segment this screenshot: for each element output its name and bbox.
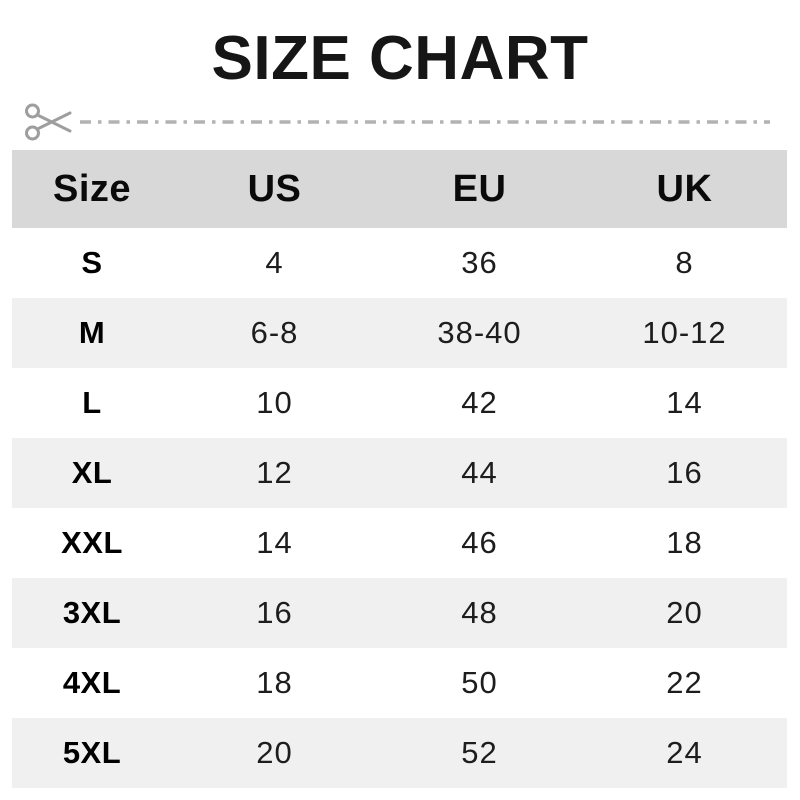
table-row-4xl: 4XL 18 50 22 bbox=[12, 648, 787, 718]
column-header-us: US bbox=[247, 167, 302, 210]
cut-line bbox=[24, 100, 770, 144]
eu-value-cell: 44 bbox=[461, 455, 498, 490]
us-value-cell: 14 bbox=[256, 525, 293, 560]
eu-value-cell: 36 bbox=[461, 245, 498, 280]
table-row-xl: XL 12 44 16 bbox=[12, 438, 787, 508]
uk-value-cell: 10-12 bbox=[642, 315, 727, 350]
us-value-cell: 18 bbox=[256, 665, 293, 700]
eu-value-cell: 50 bbox=[461, 665, 498, 700]
table-row-5xl: 5XL 20 52 24 bbox=[12, 718, 787, 788]
size-label-cell: XL bbox=[71, 455, 113, 490]
us-value-cell: 12 bbox=[256, 455, 293, 490]
size-label-cell: 5XL bbox=[62, 735, 122, 770]
us-value-cell: 4 bbox=[265, 245, 284, 280]
eu-value-cell: 48 bbox=[461, 595, 498, 630]
uk-value-cell: 8 bbox=[675, 245, 694, 280]
size-label-cell: XXL bbox=[61, 525, 123, 560]
size-label-cell: M bbox=[78, 315, 106, 350]
uk-value-cell: 14 bbox=[666, 385, 703, 420]
uk-value-cell: 24 bbox=[666, 735, 703, 770]
us-value-cell: 16 bbox=[256, 595, 293, 630]
eu-value-cell: 42 bbox=[461, 385, 498, 420]
uk-value-cell: 22 bbox=[666, 665, 703, 700]
table-row-3xl: 3XL 16 48 20 bbox=[12, 578, 787, 648]
table-header-row: Size US EU UK bbox=[12, 150, 787, 228]
eu-value-cell: 38-40 bbox=[437, 315, 522, 350]
table-row-l: L 10 42 14 bbox=[12, 368, 787, 438]
uk-value-cell: 16 bbox=[666, 455, 703, 490]
scissors-icon bbox=[25, 103, 72, 141]
size-label-cell: 4XL bbox=[62, 665, 122, 700]
table-row-s: S 4 36 8 bbox=[12, 228, 787, 298]
column-header-uk: UK bbox=[656, 167, 713, 210]
uk-value-cell: 18 bbox=[666, 525, 703, 560]
table-row-m: M 6-8 38-40 10-12 bbox=[12, 298, 787, 368]
us-value-cell: 20 bbox=[256, 735, 293, 770]
size-label-cell: L bbox=[82, 385, 102, 420]
size-label-cell: 3XL bbox=[62, 595, 122, 630]
eu-value-cell: 52 bbox=[461, 735, 498, 770]
us-value-cell: 6-8 bbox=[250, 315, 299, 350]
size-label-cell: S bbox=[81, 245, 103, 280]
us-value-cell: 10 bbox=[256, 385, 293, 420]
column-header-eu: EU bbox=[452, 167, 507, 210]
uk-value-cell: 20 bbox=[666, 595, 703, 630]
size-chart-table: Size US EU UK S 4 36 8 M 6-8 38-40 10-12… bbox=[12, 150, 787, 788]
page-title: SIZE CHART bbox=[211, 24, 589, 93]
table-row-xxl: XXL 14 46 18 bbox=[12, 508, 787, 578]
dash-cut-line bbox=[80, 120, 770, 124]
column-header-size: Size bbox=[52, 167, 132, 210]
eu-value-cell: 46 bbox=[461, 525, 498, 560]
